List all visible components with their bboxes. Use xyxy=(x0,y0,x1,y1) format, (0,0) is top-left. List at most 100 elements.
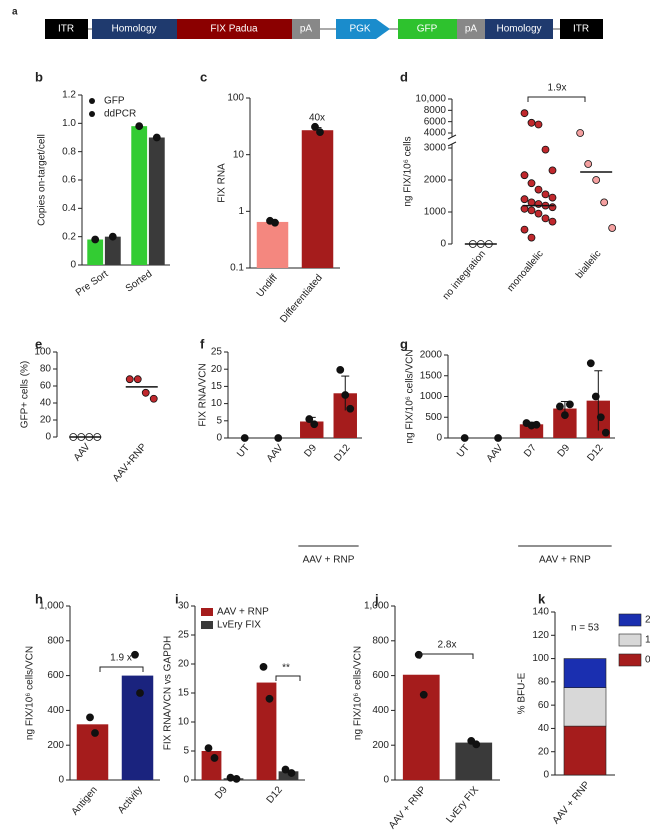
legend-label: LvEry FIX xyxy=(217,620,261,631)
data-point xyxy=(281,765,290,774)
y-tick-label: 200 xyxy=(47,740,64,751)
bracket xyxy=(275,675,301,681)
data-point xyxy=(566,400,574,409)
y-tick-label: 10 xyxy=(178,717,190,728)
legend-marker xyxy=(89,98,95,104)
bar xyxy=(148,137,165,265)
y-tick-label: 15 xyxy=(211,381,223,392)
data-point xyxy=(527,179,536,188)
x-tick-label: UT xyxy=(455,443,472,460)
pa-box xyxy=(457,19,485,39)
bar xyxy=(301,130,334,268)
panel-letter: i xyxy=(175,591,179,606)
data-point xyxy=(527,233,536,242)
data-point xyxy=(265,694,274,703)
y-tick-label: 600 xyxy=(372,670,389,681)
data-point xyxy=(534,185,543,194)
y-tick-label: 120 xyxy=(532,630,549,641)
data-point xyxy=(460,434,469,442)
x-tick-label: AAV xyxy=(265,442,286,464)
bracket xyxy=(99,666,144,672)
y-tick-label: 2000 xyxy=(424,175,447,186)
y-tick-label: 100 xyxy=(34,347,51,358)
panel-letter: c xyxy=(200,69,207,84)
bar xyxy=(87,239,104,265)
y-tick-label: 25 xyxy=(211,347,223,358)
y-tick-label: 10 xyxy=(211,398,223,409)
data-point xyxy=(527,198,536,207)
data-point xyxy=(414,650,423,659)
homology-box xyxy=(485,19,553,39)
y-tick-label: 60 xyxy=(40,381,52,392)
y-tick-label: 8000 xyxy=(424,105,447,116)
panel-letter: j xyxy=(374,591,379,606)
x-tick-label: monoallelic xyxy=(505,249,546,294)
legend-label: 1 xyxy=(645,635,650,646)
panel-letter: b xyxy=(35,69,43,84)
y-tick-label: 1 xyxy=(238,206,244,217)
y-tick-label: 0.8 xyxy=(62,146,76,157)
data-point xyxy=(548,193,557,202)
legend-label: AAV + RNP xyxy=(217,607,269,618)
element-label: pA xyxy=(465,24,478,35)
data-point xyxy=(520,171,529,180)
bar xyxy=(402,674,440,780)
data-point xyxy=(584,160,593,168)
y-tick-label: 1.2 xyxy=(62,90,76,101)
x-tick-label: AAV+RNP xyxy=(111,441,149,484)
data-point xyxy=(240,434,249,442)
y-tick-label: 15 xyxy=(178,688,190,699)
data-point xyxy=(274,434,283,442)
x-tick-label: biallelic xyxy=(574,249,604,281)
data-point xyxy=(259,663,268,671)
legend-label: GFP xyxy=(104,96,125,107)
bar xyxy=(256,682,277,780)
data-point xyxy=(232,774,241,783)
x-tick-label: Antigen xyxy=(70,785,100,818)
bar xyxy=(333,393,357,438)
y-axis-label: ng FIX/10⁶ cells/VCN xyxy=(353,646,364,740)
x-tick-label: Pre Sort xyxy=(74,268,111,298)
y-tick-label: 500 xyxy=(425,412,442,423)
legend-swatch xyxy=(618,653,642,667)
annotation: ** xyxy=(282,663,290,674)
data-point xyxy=(135,122,144,131)
y-axis-label: ng FIX/10⁶ cells/VCN xyxy=(405,349,416,443)
y-tick-label: 6000 xyxy=(424,116,447,127)
data-point xyxy=(520,195,529,204)
x-tick-label: D12 xyxy=(332,442,353,463)
y-tick-label: 100 xyxy=(532,653,549,664)
y-tick-label: 40 xyxy=(538,723,550,734)
y-tick-label: 25 xyxy=(178,630,190,641)
data-point xyxy=(548,166,557,175)
y-tick-label: 20 xyxy=(211,364,223,375)
bar-segment xyxy=(563,725,607,776)
element-label: ITR xyxy=(573,24,589,35)
data-point xyxy=(601,428,610,437)
y-tick-label: 0 xyxy=(440,239,446,250)
legend-swatch xyxy=(201,621,213,629)
data-point xyxy=(541,145,550,154)
data-point xyxy=(287,769,296,777)
x-tick-label: no integration xyxy=(441,249,488,303)
pa-box xyxy=(292,19,320,39)
y-tick-label: 0 xyxy=(58,775,64,786)
data-point xyxy=(419,690,428,699)
y-tick-label: 20 xyxy=(538,746,550,757)
panel-letter: h xyxy=(35,591,43,606)
y-tick-label: 0.1 xyxy=(230,263,244,274)
legend-swatch xyxy=(618,633,642,647)
y-tick-label: 10,000 xyxy=(415,94,446,105)
data-point xyxy=(541,214,550,223)
data-point xyxy=(141,388,150,397)
data-point xyxy=(534,200,543,208)
y-tick-label: 0 xyxy=(70,260,76,271)
bar-segment xyxy=(563,687,607,727)
y-tick-label: 80 xyxy=(538,676,550,687)
y-tick-label: 0 xyxy=(216,433,222,444)
data-point xyxy=(204,744,213,752)
construct-diagram: a ITR Homology FIX Padua pA PGK GFP pA H… xyxy=(12,7,603,39)
y-tick-label: 5 xyxy=(183,746,189,757)
y-tick-label: 1.0 xyxy=(62,118,76,129)
x-tick-label: Differentiated xyxy=(278,273,325,325)
